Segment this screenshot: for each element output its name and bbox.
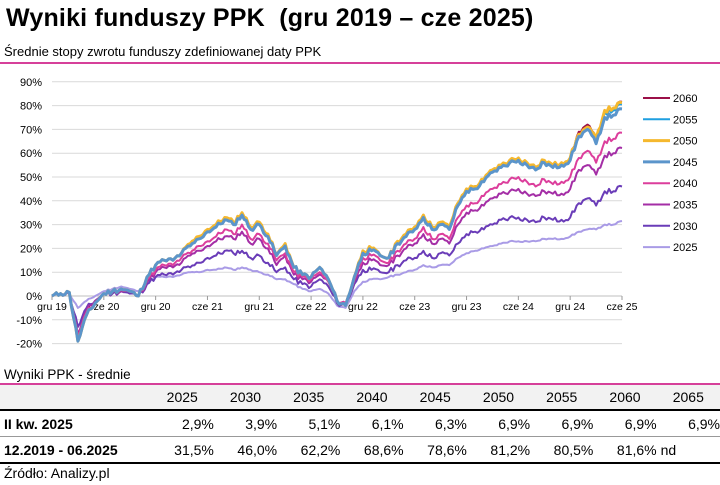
x-tick-label: gru 21 bbox=[244, 301, 274, 313]
legend-label: 2055 bbox=[673, 114, 697, 126]
y-tick-label: 0% bbox=[26, 291, 42, 303]
y-tick-label: 80% bbox=[20, 101, 42, 113]
y-tick-label: 30% bbox=[20, 220, 42, 232]
legend-label: 2060 bbox=[673, 93, 697, 105]
table-cell: 68,6% bbox=[340, 436, 404, 464]
row-label: 12.2019 - 06.2025 bbox=[0, 436, 151, 464]
y-tick-label: -10% bbox=[16, 315, 42, 327]
x-tick-label: gru 19 bbox=[37, 301, 67, 313]
table-cell: 31,5% bbox=[150, 436, 214, 464]
table-title: Wyniki PPK - średnie bbox=[4, 367, 131, 382]
table-cell: 6,9% bbox=[530, 410, 594, 437]
y-tick-label: -20% bbox=[16, 339, 42, 351]
y-tick-label: 90% bbox=[20, 77, 42, 89]
row-label: II kw. 2025 bbox=[0, 410, 151, 437]
column-header: 2060 bbox=[593, 385, 657, 411]
results-table: 2025 2030 2035 2040 2045 2050 2055 2060 2065 II … bbox=[0, 385, 720, 464]
column-header: 2030 bbox=[213, 385, 278, 411]
table-cell: 81,2% bbox=[466, 436, 531, 464]
column-header: 2040 bbox=[340, 385, 404, 411]
x-tick-label: cze 25 bbox=[607, 301, 638, 313]
column-header: 2065 bbox=[656, 385, 720, 411]
chart-subtitle: Średnie stopy zwrotu funduszy zdefiniowa… bbox=[4, 44, 322, 59]
x-tick-label: cze 21 bbox=[192, 301, 223, 313]
x-tick-label: gru 24 bbox=[555, 301, 585, 313]
table-cell: 62,2% bbox=[277, 436, 341, 464]
table-cell: nd bbox=[656, 436, 720, 464]
table-row: II kw. 2025 2,9% 3,9% 5,1% 6,1% 6,3% 6,9% 6,9%… bbox=[0, 410, 720, 437]
table-cell: 6,9% bbox=[466, 410, 531, 437]
legend-label: 2050 bbox=[673, 136, 697, 148]
table-cell: 6,9% bbox=[656, 410, 720, 437]
y-tick-label: 10% bbox=[20, 267, 42, 279]
table-cell: 6,9% bbox=[593, 410, 657, 437]
x-tick-label: gru 23 bbox=[452, 301, 482, 313]
legend-label: 2040 bbox=[673, 178, 697, 190]
legend-label: 2025 bbox=[673, 242, 697, 254]
legend-label: 2030 bbox=[673, 221, 697, 233]
column-header: 2050 bbox=[466, 385, 531, 411]
page-title: Wyniki funduszy PPK (gru 2019 – cze 2025… bbox=[6, 4, 534, 32]
table-cell: 78,6% bbox=[403, 436, 467, 464]
divider bbox=[0, 383, 720, 385]
legend-label: 2045 bbox=[673, 157, 697, 169]
header-empty bbox=[0, 385, 151, 411]
column-header: 2035 bbox=[277, 385, 341, 411]
x-tick-label: cze 22 bbox=[296, 301, 327, 313]
table-cell: 6,1% bbox=[340, 410, 404, 437]
table-cell: 80,5% bbox=[530, 436, 594, 464]
column-header: 2055 bbox=[530, 385, 594, 411]
x-tick-label: gru 20 bbox=[141, 301, 171, 313]
line-chart: -20% -10% 0% 10% 20% 30% 40% 50% 60% 70% 80% 90% gru… bbox=[16, 77, 697, 351]
y-tick-label: 20% bbox=[20, 243, 42, 255]
source-note: Źródło: Analizy.pl bbox=[4, 465, 110, 481]
series-line-2045 bbox=[51, 107, 623, 343]
table-cell: 46,0% bbox=[213, 436, 278, 464]
y-tick-label: 70% bbox=[20, 124, 42, 136]
x-tick-label: cze 24 bbox=[503, 301, 534, 313]
y-tick-label: 50% bbox=[20, 172, 42, 184]
y-tick-label: 60% bbox=[20, 148, 42, 160]
divider bbox=[0, 62, 720, 64]
x-tick-label: gru 22 bbox=[348, 301, 378, 313]
table-cell: 81,6% bbox=[593, 436, 657, 464]
table-cell: 2,9% bbox=[150, 410, 214, 437]
x-tick-label: cze 23 bbox=[399, 301, 430, 313]
table-cell: 6,3% bbox=[403, 410, 467, 437]
table-cell: 3,9% bbox=[213, 410, 278, 437]
legend-label: 2035 bbox=[673, 200, 697, 212]
table-cell: 5,1% bbox=[277, 410, 341, 437]
column-header: 2025 bbox=[150, 385, 214, 411]
column-header: 2045 bbox=[403, 385, 467, 411]
y-tick-label: 40% bbox=[20, 196, 42, 208]
table-row: 12.2019 - 06.2025 31,5% 46,0% 62,2% 68,6% 78… bbox=[0, 436, 720, 464]
table-header-row: 2025 2030 2035 2040 2045 2050 2055 2060 2065 bbox=[0, 385, 720, 411]
